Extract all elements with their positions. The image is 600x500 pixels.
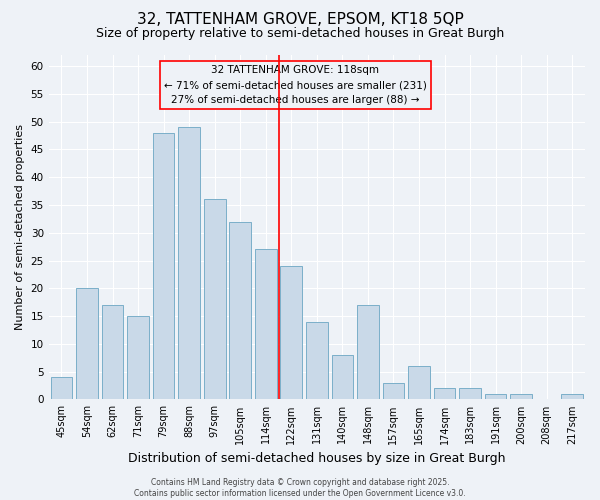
Bar — [229, 222, 251, 400]
Text: Contains HM Land Registry data © Crown copyright and database right 2025.
Contai: Contains HM Land Registry data © Crown c… — [134, 478, 466, 498]
Bar — [485, 394, 506, 400]
Text: 32, TATTENHAM GROVE, EPSOM, KT18 5QP: 32, TATTENHAM GROVE, EPSOM, KT18 5QP — [137, 12, 463, 26]
Bar — [510, 394, 532, 400]
Bar — [332, 355, 353, 400]
Y-axis label: Number of semi-detached properties: Number of semi-detached properties — [15, 124, 25, 330]
Bar — [306, 322, 328, 400]
Text: Size of property relative to semi-detached houses in Great Burgh: Size of property relative to semi-detach… — [96, 28, 504, 40]
Bar — [178, 127, 200, 400]
Bar — [434, 388, 455, 400]
Bar — [255, 250, 277, 400]
Bar — [357, 305, 379, 400]
Bar — [127, 316, 149, 400]
Bar — [562, 394, 583, 400]
Bar — [204, 200, 226, 400]
Text: 32 TATTENHAM GROVE: 118sqm
← 71% of semi-detached houses are smaller (231)
27% o: 32 TATTENHAM GROVE: 118sqm ← 71% of semi… — [164, 66, 427, 105]
Bar — [50, 377, 72, 400]
Bar — [280, 266, 302, 400]
Bar — [383, 383, 404, 400]
X-axis label: Distribution of semi-detached houses by size in Great Burgh: Distribution of semi-detached houses by … — [128, 452, 506, 465]
Bar — [101, 305, 124, 400]
Bar — [459, 388, 481, 400]
Bar — [153, 133, 175, 400]
Bar — [408, 366, 430, 400]
Bar — [76, 288, 98, 400]
